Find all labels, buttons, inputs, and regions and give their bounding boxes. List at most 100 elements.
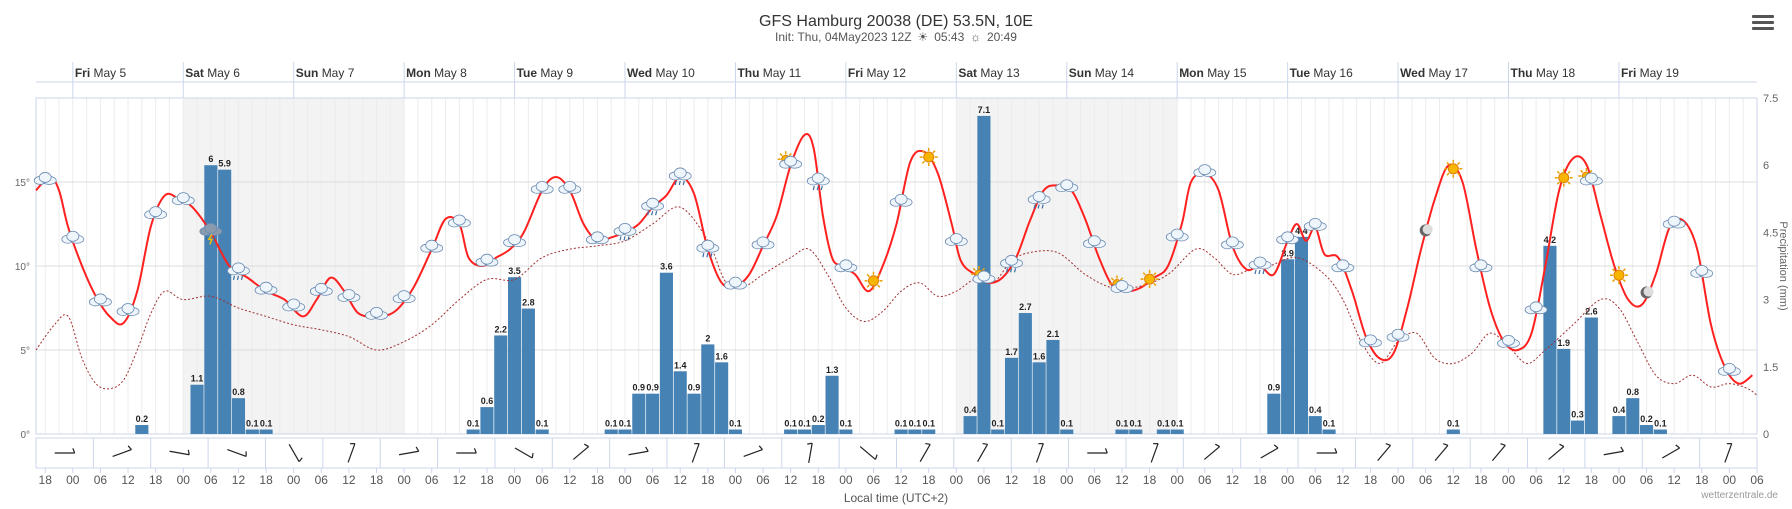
cloud-part bbox=[1253, 256, 1267, 268]
precip-bar bbox=[659, 272, 673, 434]
precip-bar bbox=[701, 344, 715, 434]
hour-tick-label: 00 bbox=[508, 473, 522, 487]
day-date: May 5 bbox=[93, 66, 126, 80]
precip-bar bbox=[811, 425, 825, 434]
precip-label: 1.4 bbox=[674, 360, 687, 370]
cloud-part bbox=[1584, 172, 1598, 184]
weather-cloud-icon bbox=[1276, 231, 1300, 245]
cloud-part bbox=[535, 180, 549, 192]
sun-ray bbox=[1446, 161, 1450, 166]
wind-barb bbox=[1500, 443, 1506, 446]
cloud-part bbox=[811, 172, 825, 184]
weather-cloud-icon bbox=[944, 233, 968, 246]
day-date: May 18 bbox=[1536, 66, 1576, 80]
wind-arrow-icon bbox=[859, 446, 878, 460]
weather-cloud-icon bbox=[1331, 259, 1355, 273]
cloud-part bbox=[1695, 264, 1709, 276]
day-name: Wed bbox=[627, 66, 655, 80]
hour-tick-label: 18 bbox=[259, 473, 273, 487]
precip-label: 0.2 bbox=[136, 414, 149, 424]
sun-ray bbox=[981, 267, 986, 271]
day-label: Fri May 5 bbox=[75, 66, 127, 80]
sun-ray bbox=[921, 150, 925, 154]
wind-shaft bbox=[691, 443, 700, 463]
cloud-part bbox=[977, 270, 991, 282]
cloud-part bbox=[314, 282, 328, 294]
wind-arrow-icon bbox=[112, 445, 132, 457]
cloud-part bbox=[1087, 235, 1101, 247]
precip-bar bbox=[839, 429, 853, 434]
weather-cloud-icon bbox=[392, 290, 416, 304]
precip-label: 0.1 bbox=[798, 419, 811, 429]
precip-bar bbox=[1612, 416, 1626, 434]
sunrise-icon: ☀ bbox=[917, 30, 929, 44]
hour-tick-label: 12 bbox=[232, 473, 246, 487]
precip-label: 0.1 bbox=[467, 419, 480, 429]
weather-cloud-icon bbox=[61, 230, 85, 244]
weather-sun-icon bbox=[919, 148, 938, 167]
wind-shaft bbox=[977, 444, 989, 462]
hour-tick-label: 18 bbox=[701, 473, 715, 487]
rain-drop bbox=[240, 275, 244, 281]
hour-tick-label: 00 bbox=[287, 473, 301, 487]
cloud-part bbox=[259, 281, 273, 293]
sun-ray bbox=[1119, 277, 1124, 281]
weather-rain-icon bbox=[1248, 256, 1272, 275]
hour-tick-label: 18 bbox=[1364, 473, 1378, 487]
precip-bar bbox=[508, 277, 522, 434]
precip-bar bbox=[991, 429, 1005, 434]
sun-ray bbox=[1622, 278, 1626, 283]
cloud-part bbox=[756, 236, 770, 248]
day-label: Thu May 11 bbox=[737, 66, 801, 80]
wind-barb bbox=[1559, 443, 1565, 448]
cloud-part bbox=[149, 206, 163, 218]
day-date: May 11 bbox=[763, 66, 802, 80]
hour-tick-label: 12 bbox=[1226, 473, 1240, 487]
day-name: Fri bbox=[1621, 66, 1640, 80]
wind-arrow-icon bbox=[572, 443, 590, 460]
day-label: Fri May 19 bbox=[1621, 66, 1679, 80]
wind-barb bbox=[758, 445, 763, 450]
day-date: May 12 bbox=[867, 66, 907, 80]
cloud-part bbox=[673, 167, 687, 179]
sun-ray bbox=[1580, 169, 1584, 173]
rain-drop bbox=[213, 236, 216, 241]
wind-shaft bbox=[1260, 447, 1279, 459]
precip-label: 0.1 bbox=[1130, 419, 1143, 429]
cloud-part bbox=[1474, 259, 1488, 271]
precip-bar bbox=[494, 335, 508, 434]
wind-arrow-icon bbox=[1035, 443, 1044, 463]
weather-rain-icon bbox=[641, 197, 665, 216]
sun-ray bbox=[1567, 170, 1571, 175]
y-right-tick: 6 bbox=[1763, 160, 1769, 172]
rain-drop bbox=[623, 236, 626, 241]
precip-bar bbox=[1653, 429, 1667, 434]
hamburger-menu-icon[interactable] bbox=[1752, 15, 1774, 33]
sun-ray bbox=[1556, 181, 1561, 185]
cloud-part bbox=[1364, 334, 1377, 346]
sun-ray bbox=[972, 267, 976, 271]
hour-tick-label: 00 bbox=[1171, 473, 1185, 487]
wind-arrow-icon bbox=[1150, 443, 1159, 463]
precip-label: 1.6 bbox=[1033, 351, 1046, 361]
precip-label: 0.6 bbox=[481, 396, 494, 406]
precip-bar bbox=[646, 393, 660, 434]
cloud-part bbox=[1529, 301, 1543, 313]
rain-drop bbox=[627, 236, 630, 241]
wind-barb bbox=[1675, 444, 1680, 449]
precip-bar bbox=[963, 416, 977, 434]
weather-rain-icon bbox=[806, 172, 830, 191]
cloud-part bbox=[729, 276, 742, 288]
sun-ray bbox=[1567, 181, 1571, 185]
weather-cloud-icon bbox=[751, 236, 775, 250]
hour-tick-label: 00 bbox=[177, 473, 191, 487]
precip-label: 2.2 bbox=[495, 324, 508, 334]
precip-label: 0.9 bbox=[1268, 383, 1281, 393]
cloud-part bbox=[452, 214, 466, 226]
wind-barb bbox=[982, 442, 988, 445]
hour-tick-label: 12 bbox=[1336, 473, 1350, 487]
precip-label: 1.6 bbox=[715, 351, 728, 361]
y-left-tick: 10° bbox=[15, 262, 30, 273]
cloud-part bbox=[397, 290, 411, 302]
weather-rain-icon bbox=[668, 167, 692, 186]
